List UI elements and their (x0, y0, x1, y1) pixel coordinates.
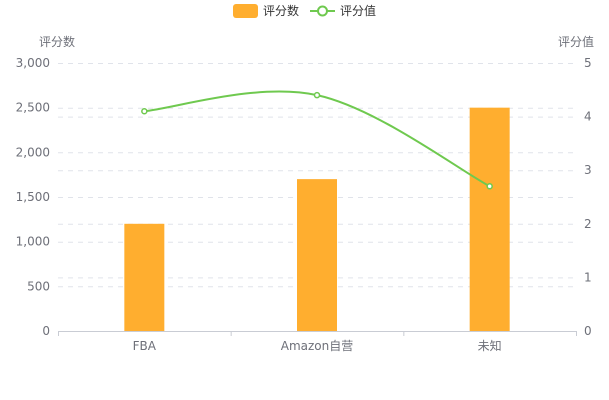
left-tick-label: 3,000 (16, 56, 50, 70)
left-tick-label: 2,000 (16, 145, 50, 159)
x-tick-label: FBA (133, 339, 157, 353)
left-tick-label: 0 (42, 324, 50, 338)
right-tick-label: 5 (584, 56, 592, 70)
right-tick-label: 1 (584, 270, 592, 284)
line-series (141, 90, 493, 190)
left-tick-label: 1,500 (16, 190, 50, 204)
left-tick-label: 2,500 (16, 101, 50, 115)
legend-swatch-line-marker[interactable] (317, 5, 328, 17)
right-tick-label: 0 (584, 324, 592, 338)
left-tick-label: 500 (27, 279, 50, 293)
right-axis-title: 评分值 (558, 34, 594, 49)
legend-swatch-bar[interactable] (233, 4, 258, 18)
legend[interactable]: 评分数 评分值 (233, 3, 376, 18)
left-axis-title: 评分数 (39, 34, 75, 49)
line-point[interactable] (313, 91, 321, 99)
right-tick-label: 4 (584, 110, 592, 124)
x-tick-label: Amazon自营 (281, 339, 354, 353)
line-point[interactable] (486, 183, 493, 190)
bar-series (124, 107, 510, 332)
left-axis-ticks: 0 500 1,000 1,500 2,000 2,500 3,000 (16, 56, 50, 338)
legend-label-line[interactable]: 评分值 (340, 3, 376, 18)
bar[interactable] (124, 223, 165, 331)
right-axis-ticks: 0 1 2 3 4 5 (584, 56, 592, 338)
line-path (144, 90, 491, 188)
bar[interactable] (297, 179, 337, 331)
legend-label-bar[interactable]: 评分数 (263, 3, 299, 18)
right-tick-label: 3 (584, 163, 592, 177)
left-tick-label: 1,000 (16, 235, 50, 249)
x-axis: FBA Amazon自营 未知 (58, 331, 577, 353)
bar[interactable] (469, 107, 510, 332)
right-tick-label: 2 (584, 217, 592, 231)
line-point[interactable] (141, 107, 148, 115)
x-tick-label: 未知 (478, 339, 502, 353)
